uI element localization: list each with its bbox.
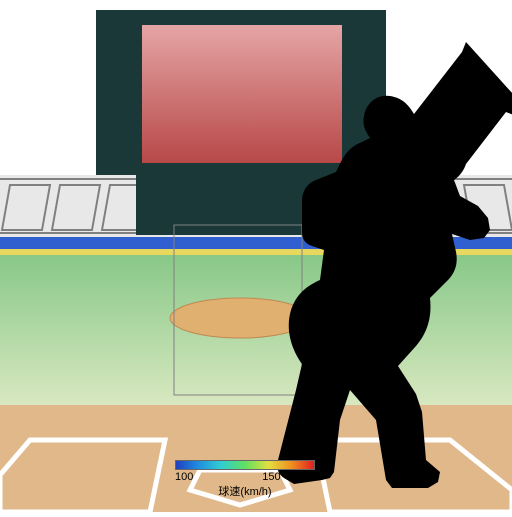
stadium-svg: [0, 0, 512, 512]
stand-panel: [52, 185, 100, 230]
colorbar-gradient: [175, 460, 315, 470]
colorbar: 100 150 球速(km/h): [175, 460, 315, 499]
tick: 100: [175, 471, 193, 483]
tick: 150: [262, 471, 280, 483]
colorbar-ticks: 100 150: [175, 471, 315, 483]
colorbar-label: 球速(km/h): [175, 483, 315, 499]
stand-panel: [2, 185, 50, 230]
scoreboard-screen: [142, 25, 342, 163]
pitch-location-diagram: 100 150 球速(km/h): [0, 0, 512, 512]
pitchers-mound: [170, 298, 310, 338]
